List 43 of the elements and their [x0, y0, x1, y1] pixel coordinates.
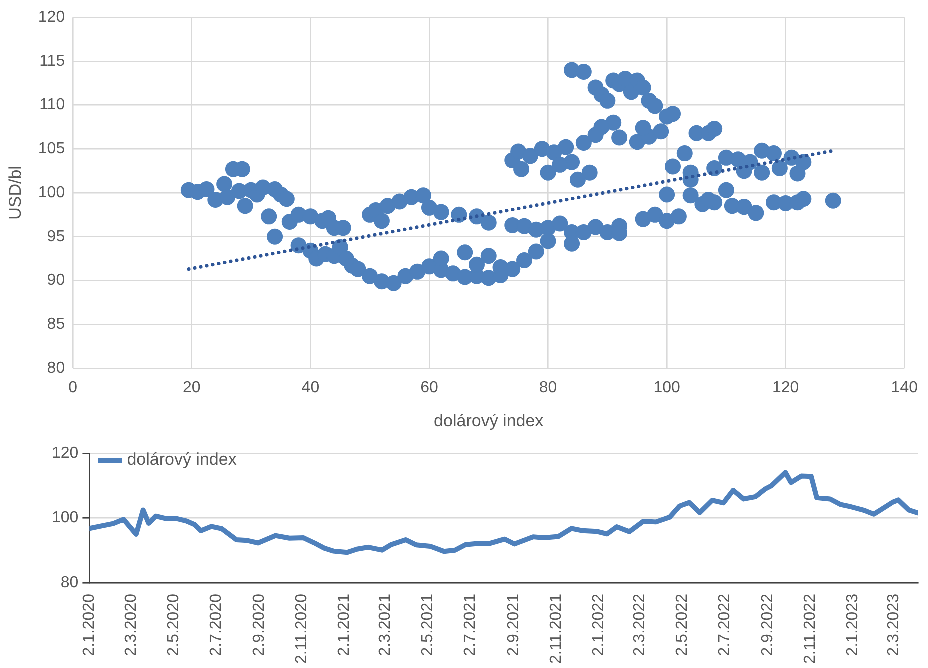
y-tick-label: 105: [38, 140, 66, 158]
x-tick-label: 2.7.2021: [462, 594, 480, 656]
x-tick-label: 2.5.2020: [165, 594, 182, 656]
x-tick-label: 60: [420, 379, 438, 396]
x-tick-label: 2.3.2022: [631, 594, 648, 656]
y-tick-label: 100: [52, 510, 79, 527]
y-axis-title: USD/bl: [6, 166, 25, 220]
x-tick-label: 2.7.2022: [716, 594, 734, 656]
legend-label: dolárový index: [127, 450, 238, 470]
y-tick-label: 115: [40, 52, 66, 70]
x-tick-label: 2.7.2020: [208, 594, 225, 656]
x-tick-label: 2.9.2021: [505, 594, 522, 656]
x-tick-label: 2.5.2022: [674, 594, 691, 656]
x-tick-label: 2.9.2020: [251, 594, 268, 656]
y-tick-label: 90: [47, 272, 66, 290]
x-axis-title: dolárový index: [434, 411, 544, 430]
x-tick-label: 2.11.2020: [294, 594, 311, 664]
x-tick-label: 100: [654, 379, 681, 396]
x-tick-label: 140: [891, 379, 918, 396]
y-tick-label: 120: [52, 445, 79, 462]
x-tick-label: 2.3.2020: [122, 594, 140, 656]
y-tick-label: 100: [38, 184, 66, 202]
x-tick-label: 40: [302, 379, 320, 396]
y-tick-label: 80: [47, 360, 66, 377]
y-tick-label: 120: [38, 9, 66, 26]
y-tick-label: 95: [47, 228, 66, 246]
x-tick-label: 2.9.2022: [760, 594, 777, 656]
x-tick-label: 0: [68, 379, 78, 396]
x-tick-label: 2.1.2021: [336, 594, 354, 656]
x-tick-label: 120: [772, 379, 800, 396]
x-tick-label: 2.1.2020: [81, 594, 98, 656]
x-tick-label: 2.1.2022: [590, 594, 608, 656]
y-tick-label: 80: [60, 574, 79, 592]
x-tick-label: 20: [182, 379, 201, 396]
x-tick-label: 2.3.2021: [377, 594, 394, 656]
y-tick-label: 85: [47, 316, 66, 333]
x-tick-label: 2.3.2023: [886, 594, 903, 656]
x-tick-label: 2.1.2023: [844, 594, 862, 656]
x-tick-label: 2.11.2022: [802, 594, 820, 664]
y-tick-label: 110: [40, 96, 66, 114]
x-tick-label: 80: [539, 379, 558, 396]
x-tick-label: 2.5.2021: [420, 594, 437, 656]
x-tick-label: 2.11.2021: [548, 594, 565, 664]
